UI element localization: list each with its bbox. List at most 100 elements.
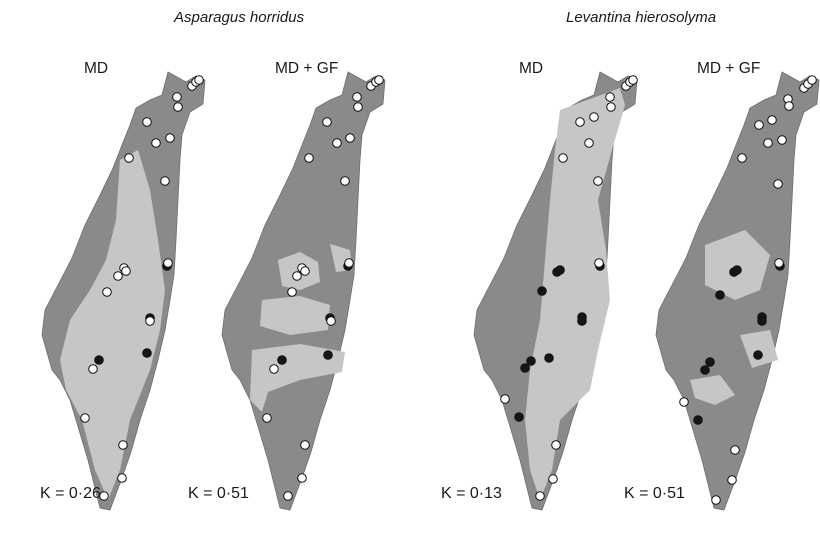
presence-marker: [526, 356, 536, 366]
presence-marker: [520, 363, 530, 373]
suitable-habitat-patch: [250, 344, 345, 412]
panel-3-kappa: K = 0·13: [441, 485, 502, 502]
absence-marker: [340, 176, 350, 186]
absence-marker: [754, 120, 764, 130]
panel-2-kappa: K = 0·51: [188, 485, 249, 502]
absence-marker: [679, 397, 689, 407]
absence-marker: [777, 135, 787, 145]
absence-marker: [344, 258, 354, 268]
presence-marker: [753, 350, 763, 360]
absence-marker: [711, 495, 721, 505]
panel-3-label: MD: [519, 60, 544, 77]
presence-marker: [693, 415, 703, 425]
suitable-habitat-patch: [260, 296, 330, 335]
absence-marker: [124, 153, 134, 163]
absence-marker: [269, 364, 279, 374]
absence-marker: [593, 176, 603, 186]
absence-marker: [322, 117, 332, 127]
absence-marker: [292, 271, 302, 281]
absence-marker: [551, 440, 561, 450]
absence-marker: [594, 258, 604, 268]
panel-4-label: MD + GF: [697, 60, 761, 77]
presence-marker: [555, 265, 565, 275]
absence-marker: [606, 102, 616, 112]
presence-marker: [705, 357, 715, 367]
absence-marker: [558, 153, 568, 163]
absence-marker: [575, 117, 585, 127]
presence-marker: [514, 412, 524, 422]
absence-marker: [145, 316, 155, 326]
suitable-habitat-patch: [705, 230, 770, 300]
presence-marker: [577, 316, 587, 326]
suitable-habitat-patch: [740, 330, 778, 368]
presence-marker: [94, 355, 104, 365]
presence-marker: [544, 353, 554, 363]
absence-marker: [172, 92, 182, 102]
absence-marker: [117, 473, 127, 483]
map-panel-3: [473, 71, 638, 511]
absence-marker: [102, 287, 112, 297]
presence-marker: [700, 365, 710, 375]
presence-marker: [715, 290, 725, 300]
absence-marker: [584, 138, 594, 148]
absence-marker: [262, 413, 272, 423]
absence-marker: [113, 271, 123, 281]
absence-marker: [121, 266, 131, 276]
absence-marker: [99, 491, 109, 501]
map-panel-2: [221, 71, 386, 511]
absence-marker: [374, 75, 384, 85]
absence-marker: [784, 101, 794, 111]
absence-marker: [774, 258, 784, 268]
absence-marker: [88, 364, 98, 374]
panel-1-kappa: K = 0·26: [40, 485, 101, 502]
presence-marker: [537, 286, 547, 296]
species-title-asparagus: Asparagus horridus: [174, 9, 305, 26]
absence-marker: [353, 102, 363, 112]
absence-marker: [628, 75, 638, 85]
panel-4-kappa: K = 0·51: [624, 485, 685, 502]
absence-marker: [589, 112, 599, 122]
absence-marker: [332, 138, 342, 148]
presence-marker: [732, 265, 742, 275]
presence-marker: [142, 348, 152, 358]
absence-marker: [160, 176, 170, 186]
suitable-habitat-patch: [525, 88, 625, 500]
absence-marker: [163, 258, 173, 268]
absence-marker: [300, 266, 310, 276]
absence-marker: [142, 117, 152, 127]
absence-marker: [287, 287, 297, 297]
presence-marker: [323, 350, 333, 360]
absence-marker: [727, 475, 737, 485]
absence-marker: [737, 153, 747, 163]
absence-marker: [807, 75, 817, 85]
absence-marker: [118, 440, 128, 450]
absence-marker: [345, 133, 355, 143]
absence-marker: [151, 138, 161, 148]
map-panel-4: [655, 71, 820, 511]
presence-marker: [277, 355, 287, 365]
species-title-levantina: Levantina hierosolyma: [566, 9, 717, 26]
absence-marker: [500, 394, 510, 404]
map-panel-1: [41, 71, 206, 511]
absence-marker: [80, 413, 90, 423]
absence-marker: [304, 153, 314, 163]
absence-marker: [173, 102, 183, 112]
absence-marker: [767, 115, 777, 125]
presence-marker: [757, 316, 767, 326]
absence-marker: [352, 92, 362, 102]
absence-marker: [605, 92, 615, 102]
absence-marker: [283, 491, 293, 501]
absence-marker: [300, 440, 310, 450]
absence-marker: [194, 75, 204, 85]
absence-marker: [773, 179, 783, 189]
absence-marker: [763, 138, 773, 148]
absence-marker: [297, 473, 307, 483]
absence-marker: [165, 133, 175, 143]
panel-2-label: MD + GF: [275, 60, 339, 77]
absence-marker: [326, 316, 336, 326]
absence-marker: [548, 474, 558, 484]
absence-marker: [535, 491, 545, 501]
suitable-habitat-patch: [60, 150, 165, 500]
absence-marker: [730, 445, 740, 455]
